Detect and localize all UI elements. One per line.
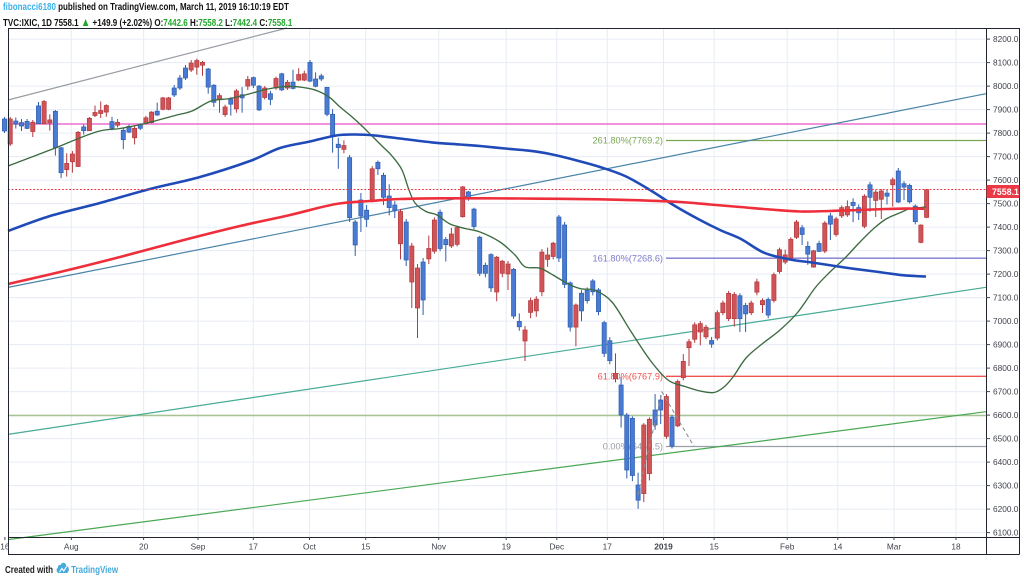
svg-text:17: 17 [603, 542, 613, 552]
svg-text:17: 17 [249, 542, 259, 552]
svg-text:7900.0: 7900.0 [993, 105, 1019, 115]
svg-text:15: 15 [709, 542, 719, 552]
svg-text:8200.0: 8200.0 [993, 34, 1019, 44]
svg-text:Mar: Mar [887, 542, 902, 552]
svg-text:15: 15 [361, 542, 371, 552]
svg-text:Nov: Nov [431, 542, 447, 552]
svg-text:7700.0: 7700.0 [993, 152, 1019, 162]
svg-text:7500.0: 7500.0 [993, 199, 1019, 209]
svg-text:7200.0: 7200.0 [993, 269, 1019, 279]
svg-text:6500.0: 6500.0 [993, 434, 1019, 444]
svg-text:16: 16 [0, 542, 10, 552]
svg-text:20: 20 [139, 542, 149, 552]
svg-text:2019: 2019 [654, 542, 673, 552]
svg-text:7300.0: 7300.0 [993, 246, 1019, 256]
svg-text:6600.0: 6600.0 [993, 410, 1019, 420]
svg-text:Oct: Oct [303, 542, 317, 552]
svg-text:261.80%(7769.2): 261.80%(7769.2) [593, 136, 664, 146]
svg-text:61.80%(6767.9): 61.80%(6767.9) [598, 372, 663, 382]
svg-text:7600.0: 7600.0 [993, 175, 1019, 185]
svg-text:Aug: Aug [64, 542, 79, 552]
svg-text:7000.0: 7000.0 [993, 316, 1019, 326]
svg-text:6800.0: 6800.0 [993, 363, 1019, 373]
svg-text:8000.0: 8000.0 [993, 81, 1019, 91]
svg-text:7800.0: 7800.0 [993, 128, 1019, 138]
svg-text:6700.0: 6700.0 [993, 387, 1019, 397]
svg-text:6400.0: 6400.0 [993, 457, 1019, 467]
svg-text:18: 18 [951, 542, 961, 552]
svg-text:7400.0: 7400.0 [993, 222, 1019, 232]
svg-text:7100.0: 7100.0 [993, 293, 1019, 303]
svg-text:161.80%(7268.6): 161.80%(7268.6) [593, 253, 664, 263]
svg-text:19: 19 [502, 542, 512, 552]
svg-text:6900.0: 6900.0 [993, 340, 1019, 350]
svg-text:Dec: Dec [549, 542, 564, 552]
svg-text:8100.0: 8100.0 [993, 58, 1019, 68]
svg-text:6200.0: 6200.0 [993, 504, 1019, 514]
svg-text:14: 14 [833, 542, 843, 552]
svg-text:Sep: Sep [191, 542, 206, 552]
svg-text:6300.0: 6300.0 [993, 481, 1019, 491]
svg-text:Feb: Feb [780, 542, 795, 552]
svg-text:6100.0: 6100.0 [993, 528, 1019, 538]
svg-text:7558.1: 7558.1 [992, 187, 1019, 197]
